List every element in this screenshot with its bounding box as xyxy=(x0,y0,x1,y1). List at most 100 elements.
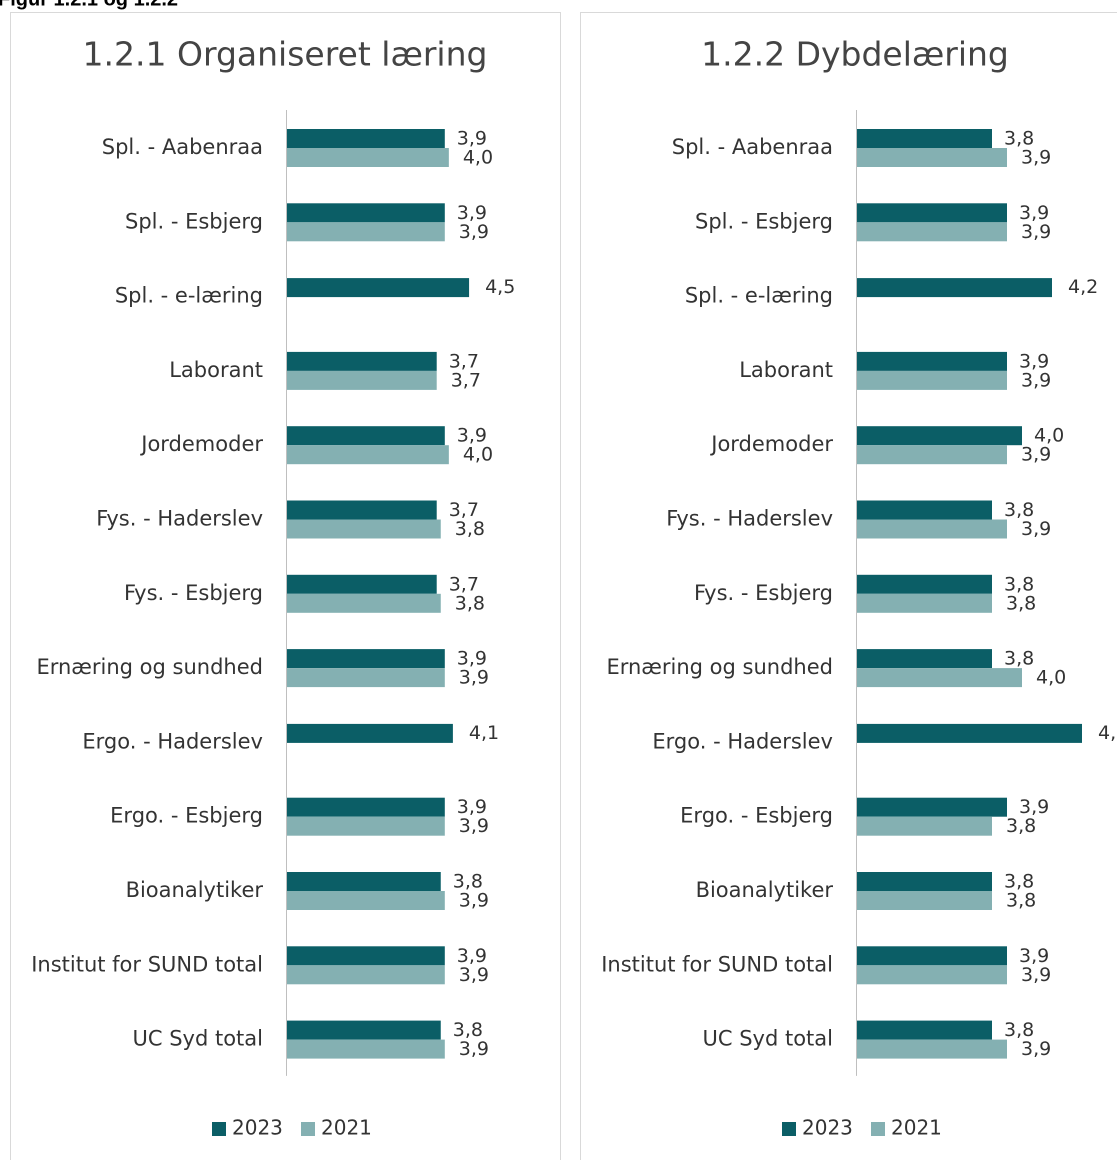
bar xyxy=(857,370,1007,390)
bar xyxy=(857,668,1022,688)
value-label: 3,8 xyxy=(1004,128,1034,150)
value-label: 4,0 xyxy=(1034,425,1064,447)
category-label: Fys. - Esbjerg xyxy=(124,581,263,605)
value-label: 4,0 xyxy=(1036,667,1066,689)
category-label: Ergo. - Haderslev xyxy=(652,729,833,753)
value-label: 3,9 xyxy=(1019,945,1049,967)
legend-label: 2023 xyxy=(232,1116,283,1140)
legend-swatch xyxy=(212,1122,226,1136)
value-label: 3,9 xyxy=(459,964,489,986)
bar xyxy=(287,445,449,465)
value-label: 3,9 xyxy=(457,202,487,224)
bar xyxy=(287,370,437,390)
value-label: 3,9 xyxy=(459,815,489,837)
value-label: 3,9 xyxy=(1021,369,1051,391)
bar xyxy=(857,500,992,520)
bar xyxy=(857,965,1007,985)
value-label: 3,9 xyxy=(1021,444,1051,466)
value-label: 3,9 xyxy=(457,796,487,818)
bar xyxy=(857,278,1052,298)
value-label: 3,8 xyxy=(453,1019,483,1041)
category-label: Institut for SUND total xyxy=(31,952,263,976)
bar xyxy=(857,1020,992,1040)
bar xyxy=(287,574,437,594)
panel xyxy=(580,12,1117,1160)
value-label: 3,9 xyxy=(459,221,489,243)
category-label: Fys. - Esbjerg xyxy=(694,581,833,605)
value-label: 3,9 xyxy=(459,890,489,912)
value-label: 3,9 xyxy=(1021,221,1051,243)
bar xyxy=(857,816,992,836)
bar xyxy=(287,649,445,669)
bar xyxy=(287,500,437,520)
bar xyxy=(857,203,1007,223)
value-label: 4,1 xyxy=(469,722,499,744)
bar xyxy=(857,797,1007,817)
bar xyxy=(287,129,445,148)
category-label: Ergo. - Haderslev xyxy=(82,729,263,753)
bar xyxy=(287,816,445,836)
category-label: Institut for SUND total xyxy=(601,952,833,976)
bar xyxy=(857,519,1007,539)
bar xyxy=(287,222,445,242)
value-label: 3,7 xyxy=(449,499,479,521)
legend-label: 2023 xyxy=(802,1116,853,1140)
bar xyxy=(287,593,441,613)
category-label: Jordemoder xyxy=(709,432,833,456)
bar xyxy=(857,723,1082,743)
bar xyxy=(287,872,441,891)
value-label: 3,8 xyxy=(1004,871,1034,893)
value-label: 3,9 xyxy=(459,1038,489,1060)
bar xyxy=(287,668,445,688)
bar xyxy=(857,351,1007,371)
category-label: Laborant xyxy=(169,358,263,382)
bar xyxy=(287,519,441,539)
legend-swatch xyxy=(301,1122,315,1136)
value-label: 3,8 xyxy=(1004,1019,1034,1041)
legend-label: 2021 xyxy=(321,1116,372,1140)
value-label: 4,0 xyxy=(463,147,493,169)
panel xyxy=(10,12,561,1160)
value-label: 3,8 xyxy=(1004,499,1034,521)
value-label: 3,9 xyxy=(457,945,487,967)
value-label: 3,8 xyxy=(455,592,485,614)
bar xyxy=(287,797,445,817)
value-label: 3,9 xyxy=(457,425,487,447)
value-label: 3,8 xyxy=(1004,573,1034,595)
bar xyxy=(287,891,445,910)
category-label: Ergo. - Esbjerg xyxy=(110,804,263,828)
legend-swatch xyxy=(782,1122,796,1136)
category-label: Ernæring og sundhed xyxy=(36,655,263,679)
legend-label: 2021 xyxy=(891,1116,942,1140)
bar xyxy=(857,891,992,910)
bar xyxy=(287,946,445,966)
bar xyxy=(287,965,445,985)
bar xyxy=(857,946,1007,966)
category-label: Fys. - Haderslev xyxy=(96,507,263,531)
value-label: 4,5 xyxy=(485,276,515,298)
bar xyxy=(857,445,1007,465)
value-label: 3,9 xyxy=(457,128,487,150)
chart-title: 1.2.2 Dybdelæring xyxy=(701,35,1009,74)
value-label: 3,9 xyxy=(1019,350,1049,372)
category-label: Spl. - Esbjerg xyxy=(125,209,263,233)
value-label: 3,9 xyxy=(457,648,487,670)
category-label: Spl. - e-læring xyxy=(685,284,833,308)
bar xyxy=(857,593,992,613)
category-label: Fys. - Haderslev xyxy=(666,507,833,531)
category-label: Jordemoder xyxy=(139,432,263,456)
figure-title: Figur 1.2.1 og 1.2.2 xyxy=(0,0,178,10)
category-label: Ergo. - Esbjerg xyxy=(680,804,833,828)
value-label: 3,8 xyxy=(453,871,483,893)
legend-swatch xyxy=(871,1122,885,1136)
bar xyxy=(857,129,992,148)
value-label: 3,8 xyxy=(455,518,485,540)
bar xyxy=(287,148,449,167)
value-label: 4,0 xyxy=(463,444,493,466)
value-label: 3,9 xyxy=(459,667,489,689)
category-label: Spl. - Esbjerg xyxy=(695,209,833,233)
category-label: Spl. - Aabenraa xyxy=(672,135,833,159)
category-label: Bioanalytiker xyxy=(126,878,264,902)
value-label: 3,7 xyxy=(451,369,481,391)
category-label: Ernæring og sundhed xyxy=(606,655,833,679)
